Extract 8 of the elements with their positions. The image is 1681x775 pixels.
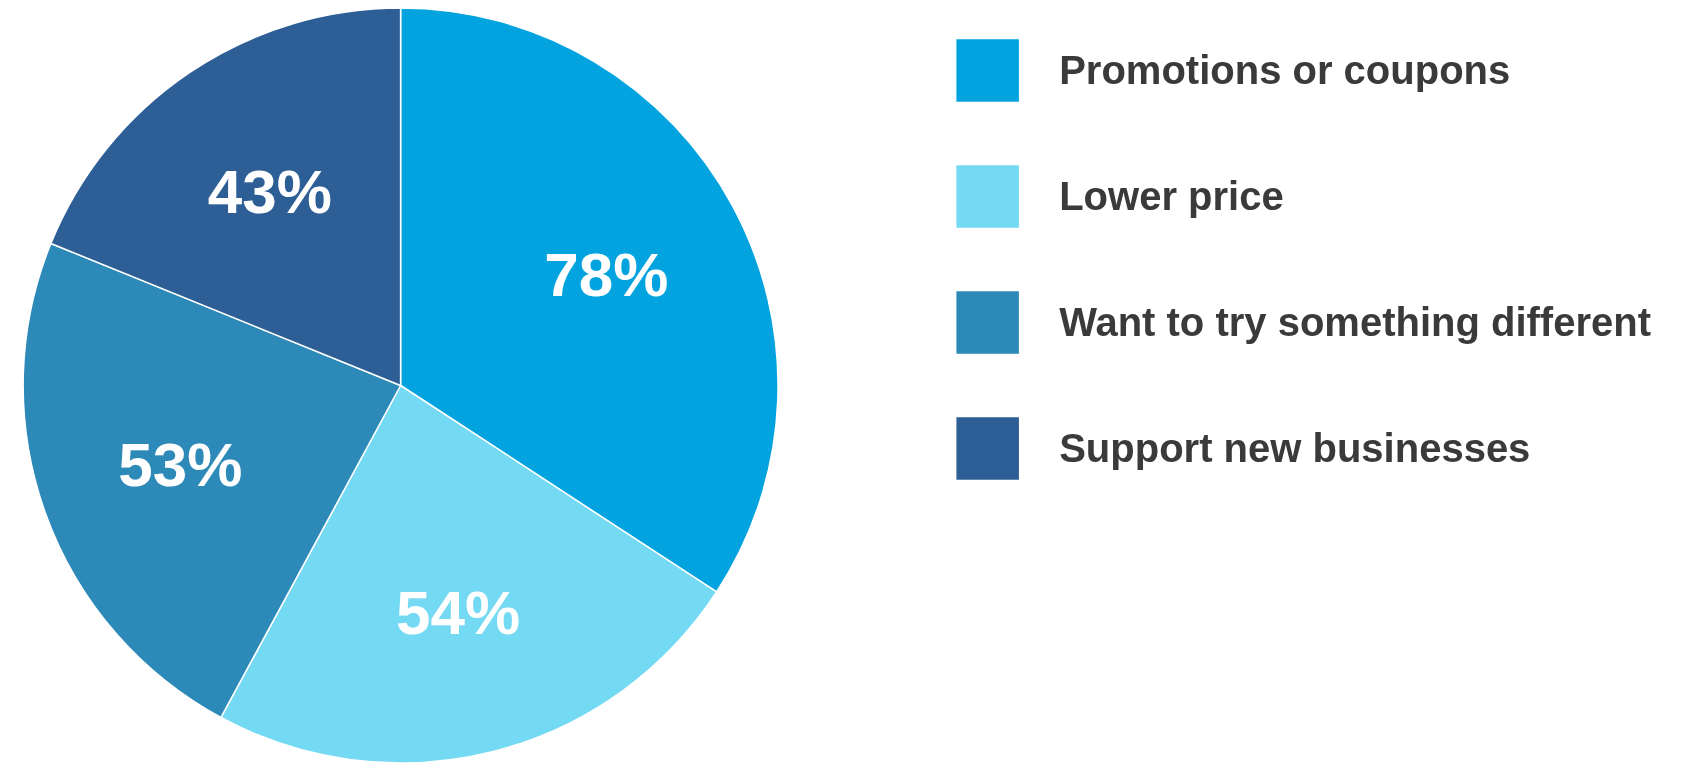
legend-label: Promotions or coupons [1059, 47, 1511, 93]
data-label: 78% [544, 239, 669, 309]
data-label: 53% [118, 430, 243, 500]
legend-label: Support new businesses [1059, 425, 1531, 471]
legend-label: Lower price [1059, 173, 1284, 219]
legend-label: Want to try something different [1059, 299, 1651, 345]
data-label: 54% [396, 577, 521, 647]
data-label: 43% [207, 156, 332, 226]
